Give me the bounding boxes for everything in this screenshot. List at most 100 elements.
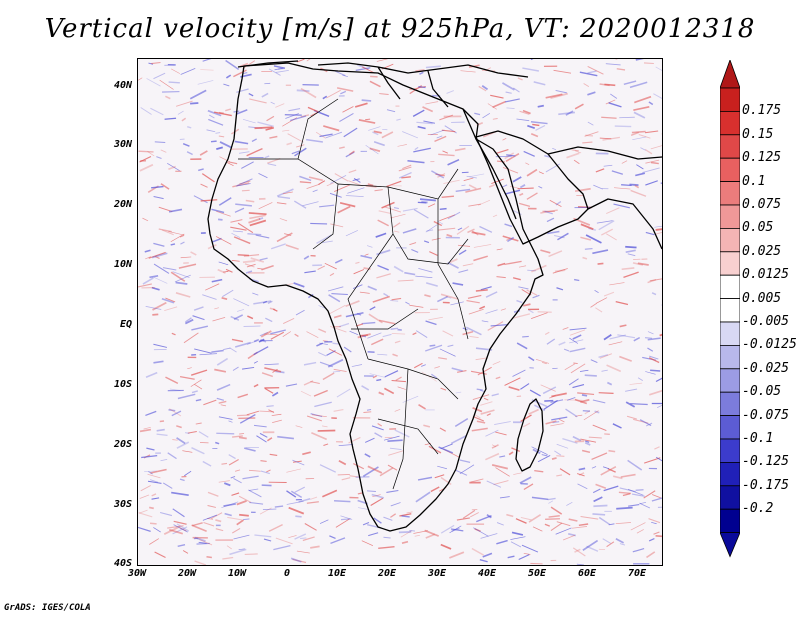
velocity-streak <box>606 364 622 373</box>
velocity-streak <box>333 408 344 412</box>
velocity-streak <box>466 299 480 304</box>
lon-label-60e: 60E <box>577 568 597 579</box>
velocity-streak <box>377 264 389 271</box>
velocity-streak <box>653 531 660 535</box>
velocity-streak <box>402 395 419 403</box>
velocity-streak <box>535 358 550 364</box>
velocity-streak <box>210 140 217 143</box>
velocity-streak <box>331 293 348 296</box>
velocity-streak <box>614 125 632 128</box>
velocity-streak <box>218 111 224 114</box>
velocity-streak <box>146 78 161 87</box>
velocity-streak <box>649 278 662 282</box>
velocity-streak <box>520 414 532 423</box>
velocity-streak <box>215 132 221 134</box>
velocity-streak <box>360 254 373 260</box>
velocity-streak <box>428 316 443 321</box>
velocity-streak <box>414 146 419 151</box>
velocity-streak <box>579 369 589 372</box>
velocity-streak <box>238 548 245 551</box>
velocity-streak <box>242 119 256 124</box>
velocity-streak <box>531 264 547 273</box>
velocity-streak <box>590 359 598 364</box>
lat-label-30s: 30S <box>113 499 132 510</box>
lat-label-20n: 20N <box>113 199 132 210</box>
velocity-streak <box>634 95 652 104</box>
velocity-streak <box>645 159 660 164</box>
velocity-streak <box>645 371 656 375</box>
velocity-streak <box>266 469 271 473</box>
velocity-streak <box>306 59 311 62</box>
velocity-streak <box>260 460 267 463</box>
velocity-streak <box>233 298 250 307</box>
velocity-streak <box>253 300 272 305</box>
velocity-streak <box>207 109 222 117</box>
velocity-streak <box>647 347 654 352</box>
velocity-streak <box>412 332 417 336</box>
velocity-streak <box>651 494 661 499</box>
velocity-streak <box>239 414 256 424</box>
velocity-streak <box>211 278 223 283</box>
velocity-streak <box>512 176 522 183</box>
velocity-streak <box>242 366 255 370</box>
velocity-streak <box>147 480 162 484</box>
velocity-streak <box>638 134 651 139</box>
velocity-streak <box>265 317 273 323</box>
velocity-streak <box>550 423 564 427</box>
velocity-streak <box>162 482 173 489</box>
velocity-streak <box>450 434 467 445</box>
velocity-streak <box>322 372 335 381</box>
velocity-streak <box>521 544 539 553</box>
velocity-streak <box>574 414 583 417</box>
velocity-streak <box>462 263 474 267</box>
velocity-streak <box>325 131 343 139</box>
velocity-streak <box>333 314 342 319</box>
velocity-streak <box>527 269 536 272</box>
velocity-streak <box>603 164 613 167</box>
velocity-streak <box>440 524 455 534</box>
velocity-streak <box>429 344 436 347</box>
colorbar-swatch <box>720 485 740 510</box>
velocity-streak <box>237 254 250 257</box>
velocity-streak <box>153 360 164 364</box>
velocity-streak <box>308 176 323 182</box>
velocity-streak <box>582 539 599 551</box>
velocity-streak <box>405 301 410 305</box>
asia-coastline <box>547 146 662 250</box>
velocity-streak <box>153 263 170 274</box>
velocity-streak <box>231 492 240 496</box>
velocity-streak <box>383 516 393 521</box>
velocity-streak <box>285 383 298 387</box>
velocity-streak <box>321 240 333 244</box>
velocity-streak <box>234 140 249 145</box>
velocity-field <box>138 59 662 565</box>
velocity-streak <box>237 309 245 312</box>
velocity-streak <box>147 151 155 157</box>
velocity-streak <box>398 166 412 172</box>
velocity-streak <box>313 389 328 397</box>
velocity-streak <box>140 107 152 115</box>
velocity-streak <box>492 118 498 120</box>
velocity-streak <box>483 397 489 401</box>
velocity-streak <box>270 101 275 105</box>
velocity-streak <box>366 409 372 411</box>
velocity-streak <box>595 483 607 489</box>
velocity-streak <box>377 422 383 427</box>
velocity-streak <box>181 117 187 122</box>
velocity-streak <box>147 473 161 479</box>
velocity-streak <box>170 233 185 242</box>
velocity-streak <box>518 554 530 560</box>
velocity-streak <box>592 424 607 432</box>
velocity-streak <box>232 182 250 188</box>
velocity-streak <box>306 501 319 504</box>
velocity-streak <box>417 125 426 130</box>
velocity-streak <box>303 255 310 260</box>
velocity-streak <box>183 332 199 344</box>
velocity-streak <box>148 62 154 65</box>
velocity-streak <box>382 333 392 338</box>
velocity-streak <box>519 184 526 189</box>
velocity-streak <box>168 81 180 84</box>
velocity-streak <box>218 480 230 483</box>
velocity-streak <box>176 425 182 429</box>
velocity-streak <box>431 237 441 241</box>
